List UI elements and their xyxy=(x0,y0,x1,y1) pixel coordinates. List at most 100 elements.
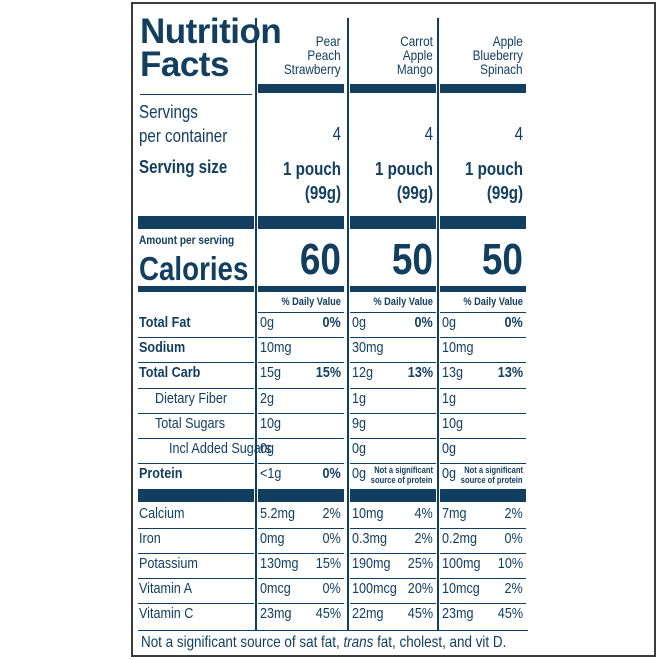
row-rule xyxy=(138,553,254,554)
column-divider-1 xyxy=(255,18,257,630)
amount-sodium: 10mg xyxy=(442,339,480,356)
serving-size-text: 1 pouch xyxy=(375,159,433,179)
amount-text: 5.2mg xyxy=(260,505,296,522)
row-rule xyxy=(350,362,436,363)
nutrient-label-fiber: Dietary Fiber xyxy=(155,390,241,407)
amount-text: 10mg xyxy=(260,339,292,356)
row-rule xyxy=(138,463,254,464)
row-rule xyxy=(350,578,436,579)
nutrient-label-text: Incl Added Sugars xyxy=(169,440,272,457)
amount-total-carb: 15g xyxy=(260,364,285,381)
nutrition-facts-label: Nutrition Facts Servings per container S… xyxy=(131,2,656,657)
servings-value: 4 xyxy=(423,124,433,145)
amount-protein: 0g xyxy=(352,465,369,482)
amount-vitamin-a: 0mcg xyxy=(260,580,297,597)
dv-vitamin-a: 0% xyxy=(319,580,341,597)
row-rule xyxy=(258,528,344,529)
medium-bar xyxy=(440,286,526,292)
row-rule xyxy=(350,603,436,604)
row-rule xyxy=(350,553,436,554)
dv-potassium: 25% xyxy=(403,555,433,572)
calories-label: Calories xyxy=(139,250,249,287)
amount-potassium: 190mg xyxy=(352,555,398,572)
product-name-line: Carrot xyxy=(390,34,433,48)
nutrient-label-sodium: Sodium xyxy=(139,339,194,356)
row-rule xyxy=(350,413,436,414)
title-underline xyxy=(140,94,252,95)
nutrient-label-potassium: Potassium xyxy=(139,555,209,572)
nutrient-label-sugars: Total Sugars xyxy=(155,415,238,432)
product-name-line: Spinach xyxy=(463,62,523,76)
title-line-2: Facts xyxy=(140,45,229,84)
dv-text: 13% xyxy=(407,364,433,381)
row-rule xyxy=(138,362,254,363)
amount-total-fat: 0g xyxy=(260,314,277,331)
dv-text: 2% xyxy=(322,505,341,522)
amount-protein: 0g xyxy=(442,465,459,482)
protein-note-line: Not a significant xyxy=(359,465,433,475)
amount-text: 10g xyxy=(260,415,282,432)
product-name-line: Mango xyxy=(390,62,433,76)
servings-value: 4 xyxy=(513,124,523,145)
row-rule xyxy=(350,337,436,338)
amount-text: 0mcg xyxy=(260,580,291,597)
nutrient-label-text: Total Carb xyxy=(139,364,201,381)
daily-value-header: % Daily Value xyxy=(452,296,523,308)
protein-note-line: Not a significant xyxy=(449,465,523,475)
protein-note-text: source of protein xyxy=(371,475,433,485)
serving-size-line: 1 pouch xyxy=(364,157,433,181)
nutrient-label-text: Protein xyxy=(139,465,183,482)
servings-value-text: 4 xyxy=(332,124,341,144)
amount-total-carb: 12g xyxy=(352,364,377,381)
amount-text: 7mg xyxy=(442,505,467,522)
protein-note: Not a significant source of protein xyxy=(449,465,523,485)
nutrient-label-text: Vitamin C xyxy=(139,605,194,622)
column-divider-3 xyxy=(437,18,439,630)
nutrient-label-text: Calcium xyxy=(139,505,185,522)
nutrient-label-total-fat: Total Fat xyxy=(139,314,200,331)
row-rule xyxy=(350,438,436,439)
row-rule xyxy=(138,438,254,439)
calories-value: 60 xyxy=(292,236,341,284)
name-underbar xyxy=(440,84,526,93)
product-name-text: Peach xyxy=(307,47,341,63)
thick-bar-2 xyxy=(350,489,436,502)
row-rule xyxy=(138,528,254,529)
row-rule xyxy=(440,337,526,338)
dv-text: 2% xyxy=(504,580,523,597)
thick-bar xyxy=(258,216,344,229)
calories-value: 50 xyxy=(384,236,433,284)
amount-vitamin-c: 23mg xyxy=(260,605,298,622)
dv-total-fat: 0% xyxy=(411,314,433,331)
amount-text: 9g xyxy=(352,415,367,432)
dv-total-fat: 0% xyxy=(501,314,523,331)
row-rule xyxy=(440,553,526,554)
dv-text: 20% xyxy=(407,580,433,597)
name-underbar xyxy=(350,84,436,93)
product-name-line: Blueberry xyxy=(463,48,523,62)
amount-text: 0g xyxy=(352,440,367,457)
amount-text: 30mg xyxy=(352,339,384,356)
amount-text: 0g xyxy=(442,314,457,331)
product-name-text: Carrot xyxy=(400,33,433,49)
row-rule xyxy=(258,463,344,464)
row-rule xyxy=(440,438,526,439)
row-rule xyxy=(258,388,344,389)
nutrient-label-total-carb: Total Carb xyxy=(139,364,212,381)
row-rule xyxy=(258,553,344,554)
amount-text: 23mg xyxy=(260,605,292,622)
daily-value-header-text: % Daily Value xyxy=(373,296,433,308)
dv-text: 0% xyxy=(322,530,341,547)
serving-size-line: (99g) xyxy=(272,181,341,205)
daily-value-header: % Daily Value xyxy=(362,296,433,308)
dv-potassium: 15% xyxy=(311,555,341,572)
amount-text: 100mcg xyxy=(352,580,397,597)
serving-size-value: 1 pouch (99g) xyxy=(364,157,433,205)
amount-text: 10g xyxy=(442,415,464,432)
amount-text: 10mcg xyxy=(442,580,480,597)
thick-bar xyxy=(440,216,526,229)
dv-vitamin-c: 45% xyxy=(403,605,433,622)
nutrient-label-text: Total Sugars xyxy=(155,415,226,432)
protein-note-text: Not a significant xyxy=(374,465,433,475)
product-name: Apple Blueberry Spinach xyxy=(463,34,523,76)
